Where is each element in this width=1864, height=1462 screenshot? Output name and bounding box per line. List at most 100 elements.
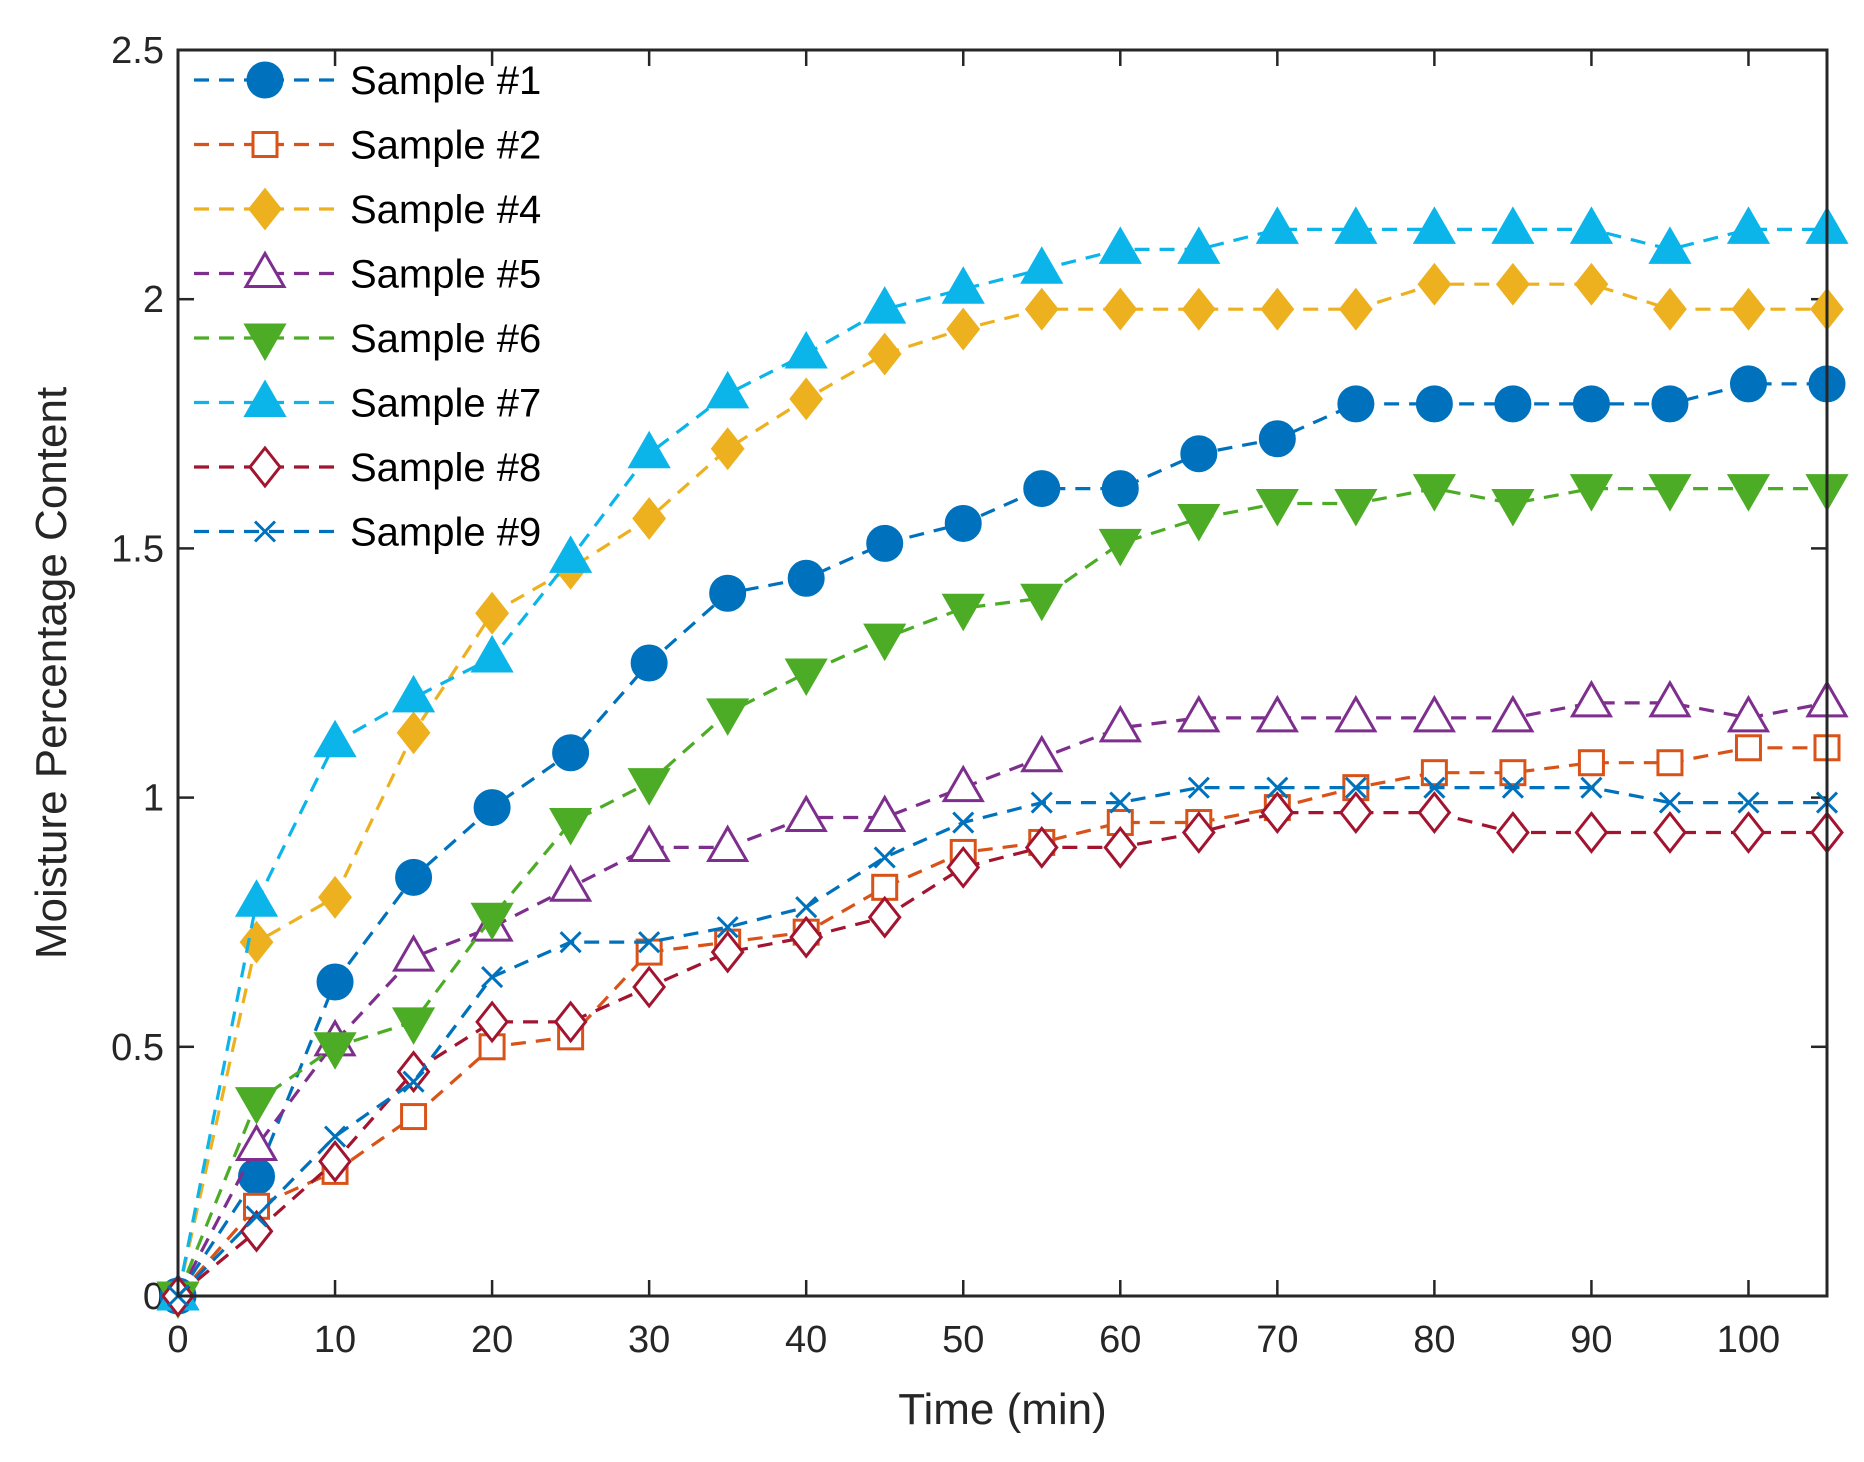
series-sample-9-point <box>1737 791 1760 814</box>
legend-item: Sample #9 <box>194 511 541 555</box>
series-sample-6-point <box>549 808 593 846</box>
series-sample-8-point <box>318 1140 352 1183</box>
x-tick-label: 100 <box>1717 1319 1780 1361</box>
x-tick-label: 10 <box>314 1319 356 1361</box>
series-sample-4-point <box>1653 287 1687 331</box>
series-sample-5-point <box>784 794 828 833</box>
series-sample-4-point <box>475 591 510 635</box>
series-sample-7-point <box>549 535 593 573</box>
legend-marker <box>251 131 279 158</box>
series-sample-7-point <box>391 674 436 713</box>
series-sample-8-point <box>1103 826 1138 869</box>
series-sample-7-point <box>470 635 514 673</box>
series-sample-2-line <box>176 746 1827 1298</box>
series-sample-5-point <box>1648 679 1692 718</box>
series-sample-6-point <box>863 623 907 662</box>
legend-label: Sample #6 <box>350 317 541 361</box>
series-sample-7-point <box>1334 206 1378 244</box>
series-sample-5-point <box>1177 694 1221 733</box>
series-sample-4-point <box>1103 287 1138 331</box>
series-sample-8-point <box>867 895 902 939</box>
series-sample-2-point <box>871 873 899 901</box>
axes-box <box>176 48 1829 1298</box>
legend-marker <box>253 520 277 543</box>
series-sample-4-point <box>396 711 431 755</box>
series-sample-1-line <box>176 382 1827 1297</box>
series-sample-4-point <box>867 332 902 376</box>
series-sample-9-point <box>481 965 504 989</box>
series-sample-5-point <box>941 764 985 803</box>
series-sample-7-point <box>1648 226 1692 264</box>
series-sample-6-point <box>1569 474 1614 512</box>
series-sample-6-point <box>706 698 750 736</box>
x-tick-label: 70 <box>1256 1319 1298 1361</box>
series-sample-8-point <box>1181 811 1216 854</box>
x-tick-label: 20 <box>471 1319 513 1361</box>
series-sample-4-point <box>1338 287 1373 331</box>
series-sample-4-line <box>176 282 1827 1297</box>
series-sample-7-point <box>1412 206 1456 244</box>
series-sample-5-point <box>1098 704 1142 743</box>
legend-label: Sample #5 <box>350 253 541 297</box>
series-sample-6-point <box>1648 474 1692 512</box>
series-sample-4-point <box>1260 287 1295 331</box>
series-sample-6-point <box>1726 474 1771 512</box>
series-sample-8-point <box>946 845 981 889</box>
series-sample-6-point <box>1177 503 1221 542</box>
legend-marker <box>248 187 282 231</box>
series-sample-2-point <box>1656 749 1684 777</box>
series-sample-9-point <box>638 931 661 954</box>
series-sample-8-line <box>176 810 1827 1298</box>
series-sample-8-point <box>1024 826 1059 869</box>
series-sample-4-point <box>1495 262 1530 306</box>
series-sample-6-point <box>627 768 671 806</box>
series-sample-6-point <box>391 1007 436 1045</box>
series-sample-4-point <box>318 875 352 919</box>
series-sample-7-point <box>1020 246 1064 284</box>
series-sample-4-point <box>789 377 824 421</box>
series-sample-8-point <box>475 1000 510 1044</box>
legend-marker <box>246 61 284 99</box>
series-sample-7-point <box>1726 206 1771 244</box>
series-sample-8-point <box>553 1000 588 1044</box>
series-sample-2-point <box>400 1103 428 1131</box>
series-sample-1-point <box>1101 470 1139 508</box>
series-sample-6-point <box>1412 474 1456 512</box>
series-sample-7-point <box>1491 206 1535 244</box>
x-tick-label: 50 <box>942 1319 984 1361</box>
series-sample-1-point <box>787 559 825 597</box>
series-sample-9-point <box>1030 791 1053 814</box>
series-sample-1-point <box>1729 365 1767 403</box>
series-sample-4-point <box>946 307 981 351</box>
series-sample-8-point <box>396 1050 431 1094</box>
series-sample-1-point <box>709 574 747 612</box>
series-sample-8-point <box>1731 811 1766 854</box>
series-sample-5-point <box>1569 679 1614 718</box>
series-sample-6-point <box>234 1087 279 1125</box>
series-sample-4-point <box>1417 262 1452 306</box>
series-sample-8-point <box>789 915 824 959</box>
series-sample-5-point <box>391 934 436 972</box>
series-sample-8-point <box>1574 811 1609 854</box>
series-sample-4-point <box>1574 262 1609 306</box>
series-sample-4-point <box>1024 287 1059 331</box>
series-sample-6-point <box>1020 583 1064 622</box>
legend: Sample #1 Sample #2 Sample #4 Sample #5 Samp… <box>194 59 541 555</box>
series-sample-6-point <box>1491 489 1535 527</box>
series-sample-8-point <box>632 965 667 1009</box>
series-sample-7-point <box>1098 226 1142 264</box>
series-sample-6-point <box>470 902 514 941</box>
y-axis-label: Moisture Percentage Content <box>27 387 76 959</box>
series-sample-9-point <box>245 1205 268 1228</box>
series-sample-6-point <box>1098 528 1142 567</box>
series-sample-2-point <box>1734 734 1762 762</box>
series-sample-9-point <box>716 916 739 939</box>
legend-marker <box>243 250 287 288</box>
x-tick-label: 90 <box>1570 1319 1612 1361</box>
legend-item: Sample #5 <box>194 250 541 297</box>
series-sample-7-point <box>784 331 828 369</box>
series-sample-6-point <box>1334 489 1378 527</box>
series-sample-4-point <box>1731 287 1766 331</box>
series-sample-5-point <box>1491 694 1535 733</box>
series-sample-6-point <box>313 1032 357 1070</box>
